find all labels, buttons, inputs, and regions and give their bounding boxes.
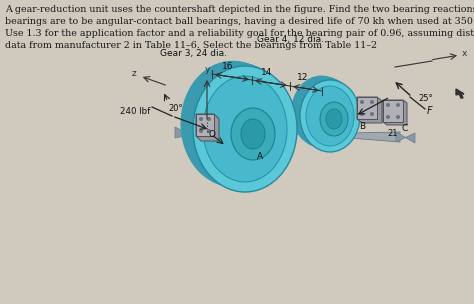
Ellipse shape xyxy=(199,129,203,133)
Ellipse shape xyxy=(231,108,275,160)
Ellipse shape xyxy=(207,129,211,133)
Ellipse shape xyxy=(291,76,351,147)
Ellipse shape xyxy=(181,61,284,187)
Ellipse shape xyxy=(295,77,355,149)
Text: O: O xyxy=(209,130,216,139)
Text: F: F xyxy=(427,106,433,116)
Polygon shape xyxy=(383,100,407,125)
Text: 14: 14 xyxy=(261,68,273,77)
Ellipse shape xyxy=(207,117,211,121)
Ellipse shape xyxy=(360,112,364,116)
Ellipse shape xyxy=(185,62,289,188)
Ellipse shape xyxy=(370,100,374,104)
Ellipse shape xyxy=(296,77,356,149)
Bar xyxy=(357,97,377,119)
Ellipse shape xyxy=(199,117,203,121)
Ellipse shape xyxy=(193,66,297,192)
Ellipse shape xyxy=(320,102,348,136)
Polygon shape xyxy=(200,126,400,142)
Text: 12: 12 xyxy=(297,74,309,82)
Polygon shape xyxy=(456,89,464,98)
Text: Gear 4, 12 dia.: Gear 4, 12 dia. xyxy=(257,35,324,44)
Ellipse shape xyxy=(396,103,400,107)
Ellipse shape xyxy=(188,63,292,189)
Text: 16: 16 xyxy=(222,62,234,71)
Ellipse shape xyxy=(292,76,352,148)
Bar xyxy=(383,100,403,122)
Ellipse shape xyxy=(396,115,400,119)
Text: A: A xyxy=(257,152,263,161)
Text: 240 lbf: 240 lbf xyxy=(120,106,150,116)
Text: C: C xyxy=(402,124,408,133)
Ellipse shape xyxy=(293,76,354,148)
Polygon shape xyxy=(196,114,219,141)
Text: y: y xyxy=(204,65,210,74)
Text: 25°: 25° xyxy=(418,94,433,103)
Ellipse shape xyxy=(300,80,360,152)
Ellipse shape xyxy=(386,115,390,119)
Ellipse shape xyxy=(360,100,364,104)
Bar xyxy=(196,114,214,136)
Text: B: B xyxy=(359,122,365,131)
Text: A gear-reduction unit uses the countershaft depicted in the figure. Find the two: A gear-reduction unit uses the countersh… xyxy=(5,5,474,50)
Ellipse shape xyxy=(370,112,374,116)
Ellipse shape xyxy=(326,109,342,129)
Polygon shape xyxy=(396,132,415,143)
Text: Gear 3, 24 dia.: Gear 3, 24 dia. xyxy=(160,49,227,58)
Ellipse shape xyxy=(186,63,291,188)
Polygon shape xyxy=(175,127,205,143)
Ellipse shape xyxy=(386,103,390,107)
Ellipse shape xyxy=(306,86,354,146)
Text: z: z xyxy=(131,70,136,78)
Text: 20°: 20° xyxy=(168,104,182,113)
Polygon shape xyxy=(357,97,382,123)
Ellipse shape xyxy=(203,76,287,182)
Text: 21: 21 xyxy=(388,129,398,138)
Text: x: x xyxy=(462,49,467,57)
Ellipse shape xyxy=(241,119,265,149)
Ellipse shape xyxy=(182,61,286,187)
Ellipse shape xyxy=(183,62,288,188)
